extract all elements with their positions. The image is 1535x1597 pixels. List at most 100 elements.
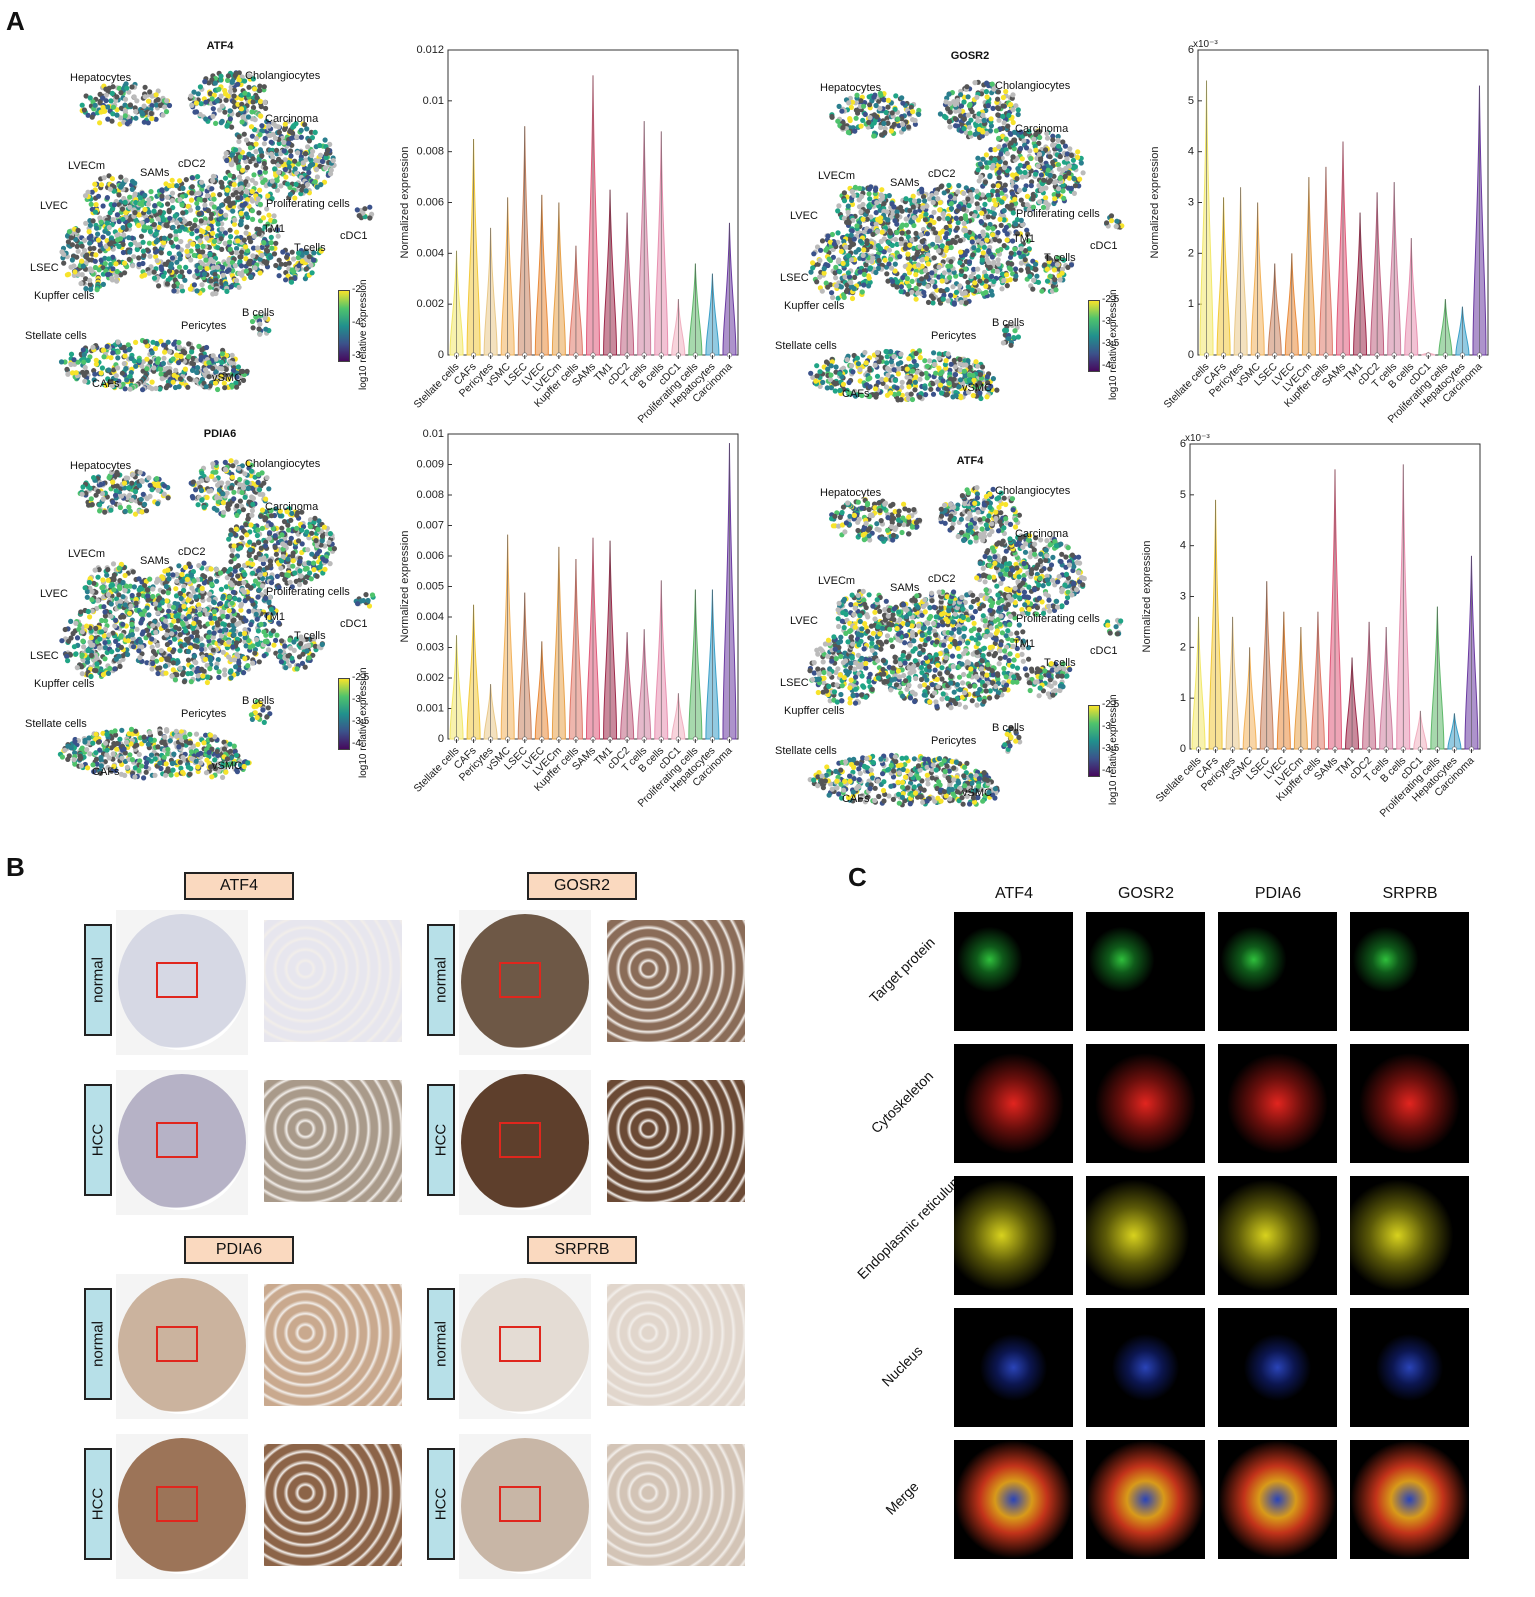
cluster-label: Carcinoma (1015, 528, 1069, 540)
umap-title: ATF4 (956, 455, 984, 467)
cluster-label: Carcinoma (265, 113, 319, 125)
y-tick-label: 2 (1180, 641, 1186, 653)
cluster-label: Carcinoma (1015, 123, 1069, 135)
ihc-core-image (461, 1074, 589, 1210)
cluster-label: Hepatocytes (820, 487, 882, 499)
cluster-label: LVECm (68, 548, 106, 560)
cluster-label: LVECm (818, 170, 856, 182)
ihc-zoom-image (264, 1444, 402, 1566)
umap-title: GOSR2 (950, 50, 990, 62)
cluster-label: LVEC (40, 588, 68, 600)
y-tick-label: 0.012 (416, 44, 444, 56)
panel-letter-a: A (6, 6, 25, 36)
y-axis-label: Normalized expression (1149, 147, 1161, 259)
cluster-label: cDC2 (928, 573, 956, 585)
if-column-header: GOSR2 (1117, 885, 1174, 902)
cluster-label: cDC2 (928, 168, 956, 180)
ihc-zoom-image (264, 920, 402, 1042)
colorbar-tick: -3.5 (1102, 338, 1120, 349)
cluster-label: Hepatocytes (820, 82, 882, 94)
y-tick-label: 4 (1180, 540, 1186, 552)
y-tick-label: 1 (1188, 298, 1194, 310)
ihc-gene-label: PDIA6 (184, 1236, 294, 1264)
cluster-label: LVECm (818, 575, 856, 587)
cluster-label: LSEC (780, 272, 809, 284)
y-tick-label: 5 (1188, 95, 1194, 107)
ihc-core-image (118, 1278, 246, 1414)
if-column-header: PDIA6 (1254, 885, 1302, 902)
cluster-label: LVEC (40, 200, 68, 212)
ihc-row-label-normal: normal (427, 924, 455, 1036)
zoom-region-box (499, 1122, 541, 1158)
if-image-cell (1350, 1440, 1469, 1559)
ihc-zoom-image (607, 1080, 745, 1202)
cluster-label: Pericytes (931, 735, 977, 747)
cluster-label: Proliferating cells (1016, 208, 1100, 220)
cluster-label: cDC2 (178, 158, 206, 170)
if-image-cell (954, 912, 1073, 1031)
cluster-label: Cholangiocytes (995, 485, 1071, 497)
cluster-label: CAFs (842, 793, 870, 805)
colorbar-title: log10 relative expression (1108, 289, 1119, 400)
cluster-label: Proliferating cells (266, 198, 350, 210)
ihc-gene-label: ATF4 (184, 872, 294, 900)
colorbar-tick: -4 (1102, 360, 1111, 371)
y-tick-label: 1 (1180, 692, 1186, 704)
cluster-label: cDC1 (1090, 240, 1118, 252)
colorbar-title: log10 relative expression (358, 667, 369, 778)
ihc-core-image (118, 1074, 246, 1210)
y-tick-label: 0.004 (416, 611, 444, 623)
ihc-row-label-hcc: HCC (84, 1448, 112, 1560)
cluster-label: cDC2 (178, 546, 206, 558)
cluster-label: CAFs (842, 388, 870, 400)
cluster-label: Pericytes (181, 320, 227, 332)
x-tick-label: Stellate cells (411, 361, 461, 411)
y-tick-label: 3 (1180, 591, 1186, 603)
if-row-header: Endoplasmic reticulum (853, 1171, 965, 1283)
y-tick-label: 0.006 (416, 550, 444, 562)
y-tick-label: 0.001 (416, 703, 444, 715)
umap-scatter (57, 458, 376, 781)
ihc-gene-label: SRPRB (527, 1236, 637, 1264)
y-tick-label: 0.007 (416, 520, 444, 532)
if-image-cell (1218, 1308, 1337, 1427)
if-row-header: Nucleus (878, 1342, 926, 1390)
cluster-label: vSMC (962, 787, 992, 799)
colorbar-tick: -3.5 (1102, 743, 1120, 754)
y-tick-label: 0.004 (416, 247, 444, 259)
if-column-header: ATF4 (995, 885, 1033, 902)
if-image-cell (954, 1044, 1073, 1163)
cluster-label: Hepatocytes (70, 460, 132, 472)
cluster-label: Cholangiocytes (245, 70, 321, 82)
umap-scatter (58, 70, 375, 393)
if-row-header: Merge (882, 1478, 922, 1518)
if-image-cell (1086, 912, 1205, 1031)
cluster-label: SAMs (890, 177, 920, 189)
cluster-label: Pericytes (931, 330, 977, 342)
umap-gosr2: GOSR2 Hepatocytes Cholangiocytes Carcinoma L… (770, 50, 1150, 410)
cluster-label: Cholangiocytes (245, 458, 321, 470)
cluster-label: Hepatocytes (70, 72, 132, 84)
y-tick-label: 6 (1180, 438, 1186, 450)
cluster-label: Proliferating cells (1016, 613, 1100, 625)
if-image-cell (954, 1308, 1073, 1427)
ihc-zoom-image (607, 1444, 745, 1566)
cluster-label: LVECm (68, 160, 106, 172)
if-image-cell (1218, 1440, 1337, 1559)
cluster-label: TM1 (1013, 638, 1035, 650)
umap-atf4: ATF4 Hepatocytes Cholangiocytes Carcinoma LV… (20, 40, 400, 400)
ihc-core-image (461, 1438, 589, 1574)
ihc-core-image (461, 914, 589, 1050)
if-image-cell (1086, 1044, 1205, 1163)
y-tick-label: 0.008 (416, 489, 444, 501)
cluster-label: Proliferating cells (266, 586, 350, 598)
if-image-cell (1218, 1176, 1337, 1295)
colorbar-tick: -3 (352, 350, 361, 361)
colorbar-title: log10 relative expression (1108, 694, 1119, 805)
y-tick-label: 0.006 (416, 197, 444, 209)
cluster-label: Stellate cells (25, 330, 87, 342)
colorbar-tick: -2.5 (1102, 699, 1120, 710)
y-tick-label: 0.003 (416, 642, 444, 654)
cluster-label: Kupffer cells (784, 705, 845, 717)
zoom-region-box (499, 962, 541, 998)
